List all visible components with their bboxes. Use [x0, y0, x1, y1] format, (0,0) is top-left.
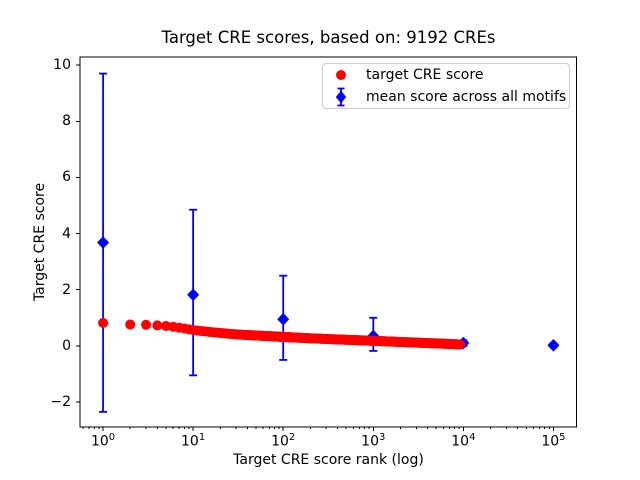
target-score-point [141, 319, 152, 330]
chart-title: Target CRE scores, based on: 9192 CREs [161, 28, 496, 47]
mean-score-point [187, 288, 200, 302]
x-axis-label: Target CRE score rank (log) [233, 452, 424, 468]
legend-item-mean-score: mean score across all motifs [323, 86, 569, 107]
legend: target CRE score mean score across all m… [322, 63, 570, 109]
x-tick-label: 101 [181, 432, 206, 450]
target-score-point [125, 319, 136, 330]
target-score-point [98, 317, 109, 328]
y-tick-label: 0 [62, 337, 71, 354]
target-score-point [152, 320, 163, 331]
legend-label-mean-score: mean score across all motifs [366, 88, 567, 105]
y-tick-label: 2 [62, 281, 71, 298]
x-tick-label: 105 [541, 432, 566, 450]
mean-score-point [277, 312, 290, 326]
legend-item-target-score: target CRE score [323, 65, 569, 86]
x-tick-label: 102 [271, 432, 296, 450]
x-tick-label: 100 [90, 432, 116, 450]
x-tick-label: 103 [361, 432, 386, 450]
y-tick-label: 10 [53, 57, 71, 74]
diamond-errorbar-marker-icon [335, 87, 347, 107]
legend-label-target-score: target CRE score [366, 67, 484, 84]
target-score-point [455, 339, 466, 350]
y-tick-label: 4 [62, 225, 71, 242]
mean-score-point [97, 236, 110, 249]
y-tick-label: 6 [62, 169, 71, 186]
mean-score-point [547, 339, 560, 352]
plot-frame [79, 56, 577, 428]
y-tick-label: −2 [50, 394, 71, 410]
x-tick-label: 104 [451, 432, 476, 450]
circle-marker-icon [336, 70, 346, 81]
target-score-series [98, 317, 466, 350]
y-tick-label: 8 [62, 113, 71, 130]
